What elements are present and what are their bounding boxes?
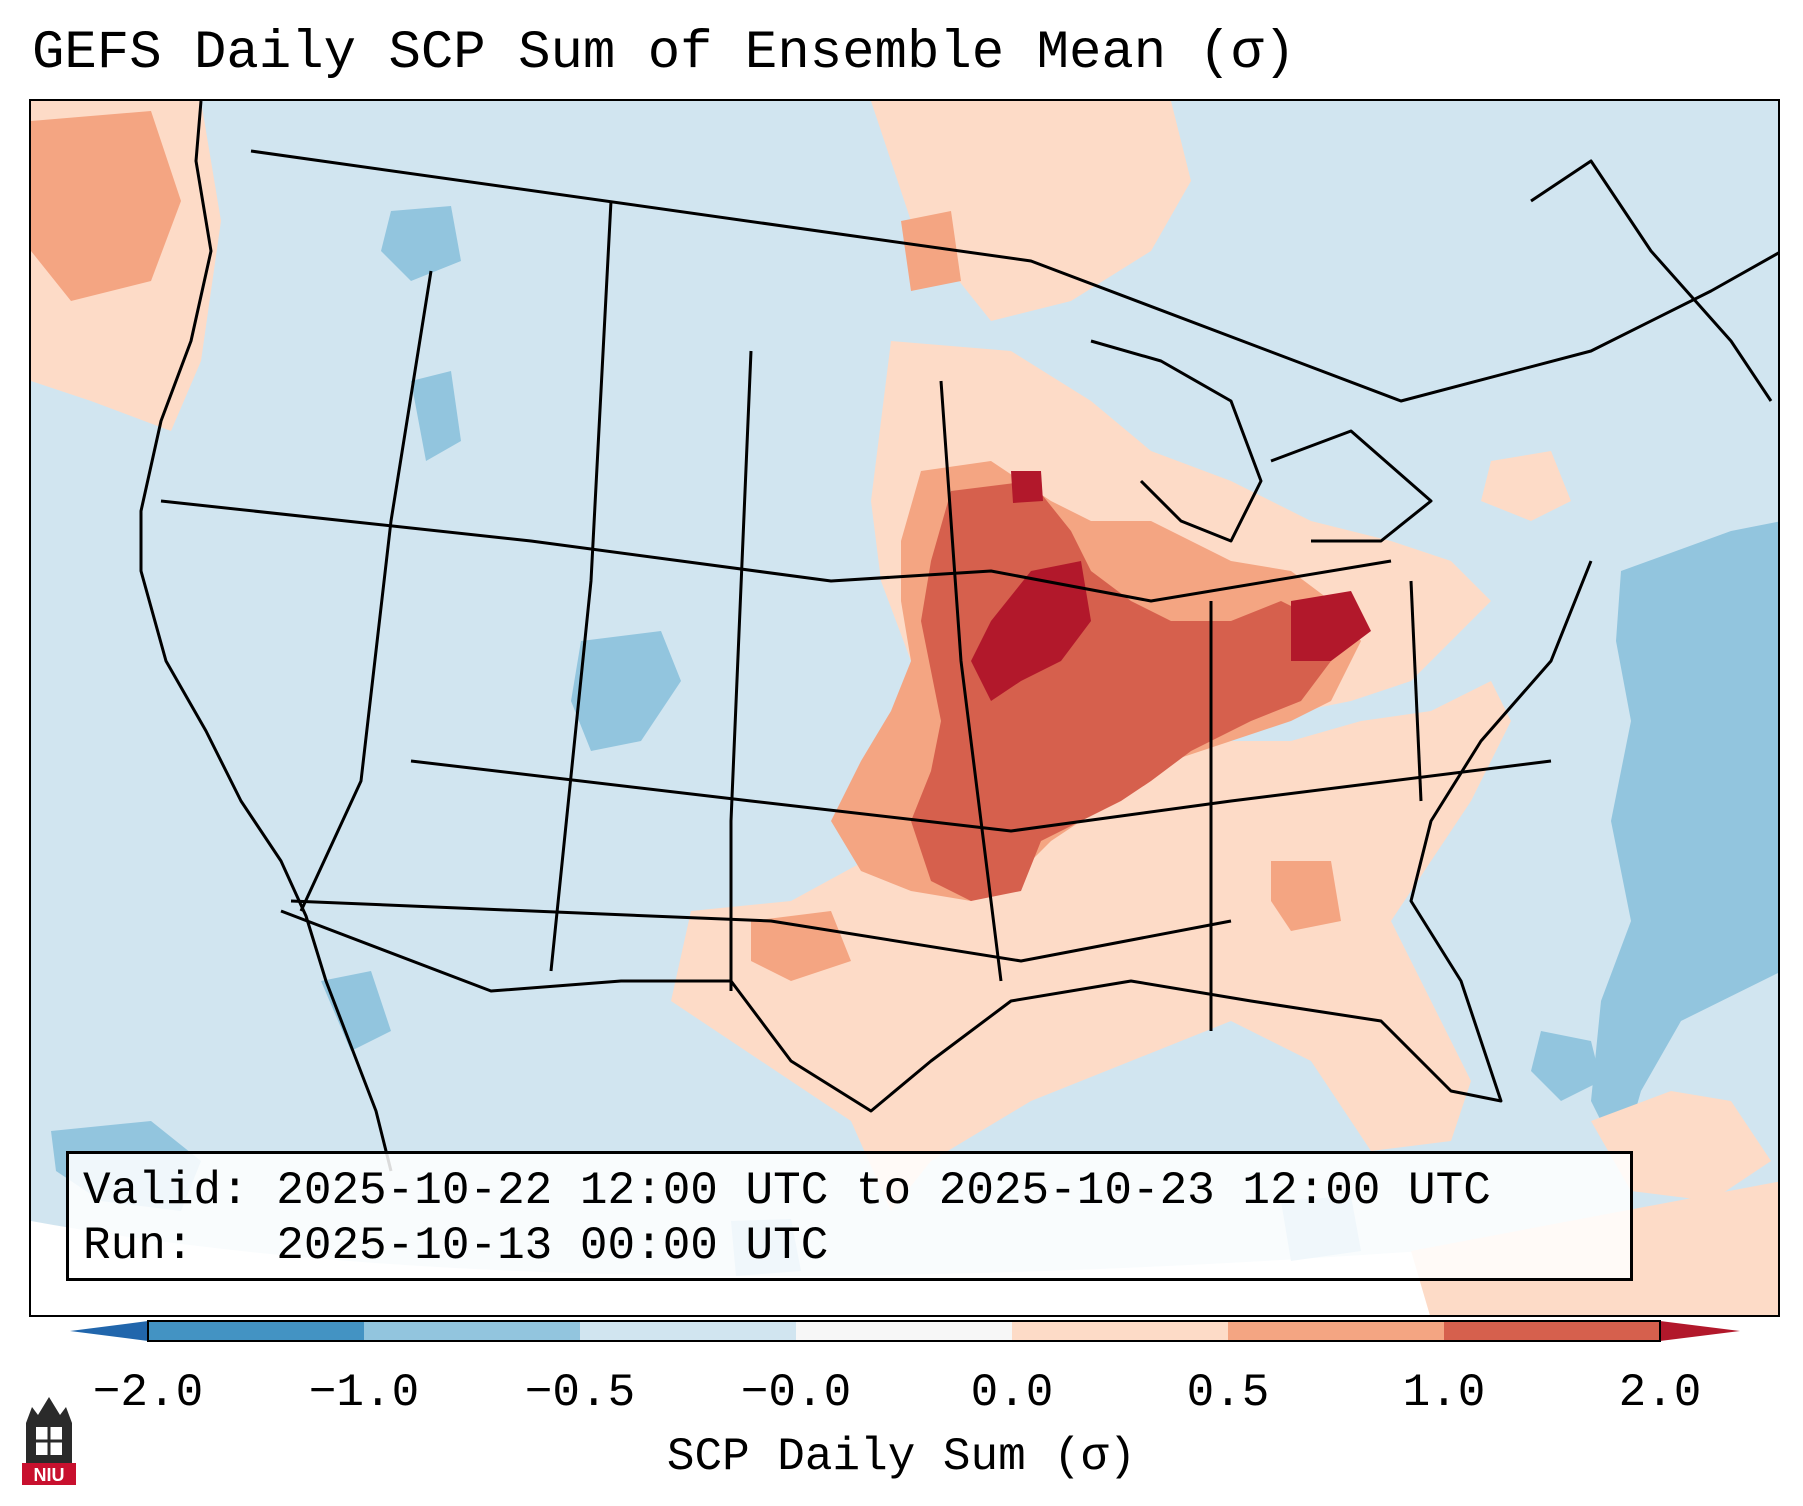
colorbar-tick-label: 0.0 (970, 1367, 1054, 1419)
northeast-coast (1530, 159, 1773, 402)
colorbar-tick-label: −1.0 (308, 1367, 420, 1419)
colorbar-bin (1012, 1321, 1228, 1341)
central-state-line (410, 759, 1552, 833)
lake-erie (1270, 429, 1433, 543)
projection-edge (31, 1221, 1778, 1315)
colorbar-tick-label: −2.0 (92, 1367, 204, 1419)
colorbar-outline (147, 1320, 1661, 1342)
colorbar-bin (1228, 1321, 1444, 1341)
colorbar-over-arrow (1660, 1321, 1740, 1341)
extreme-positive-areas (971, 471, 1371, 701)
southern-state-line (290, 899, 1232, 963)
colorbar (70, 1320, 1740, 1342)
negative-anomaly-areas (51, 206, 1778, 1276)
mississippi-line (939, 380, 1003, 982)
plains-line (729, 350, 753, 991)
colorbar-under-arrow (70, 1321, 148, 1341)
mountain-line (549, 200, 613, 972)
boundaries (139, 101, 1778, 1172)
great-lakes (1090, 339, 1263, 543)
map-svg (31, 101, 1778, 1315)
logo-badge (22, 1463, 76, 1485)
colorbar-bins (148, 1321, 1660, 1341)
colorbar-tick-label: 0.5 (1186, 1367, 1270, 1419)
high-positive-areas (911, 481, 1331, 901)
run-time-text: Run: 2025-10-13 00:00 UTC (83, 1220, 829, 1272)
west-coast (139, 101, 393, 1172)
colorbar-bin (148, 1321, 364, 1341)
appalachian-line (1409, 580, 1423, 802)
colorbar-tick-label: 1.0 (1402, 1367, 1486, 1419)
colorbar-tick-label: −0.0 (740, 1367, 852, 1419)
map-panel (29, 99, 1780, 1317)
validity-info-box: Valid: 2025-10-22 12:00 UTC to 2025-10-2… (66, 1151, 1633, 1281)
colorbar-tick-label: −0.5 (524, 1367, 636, 1419)
canada-border (250, 149, 1778, 403)
chart-title: GEFS Daily SCP Sum of Ensemble Mean (σ) (32, 23, 1296, 84)
logo-text: NIU (34, 1465, 65, 1485)
western-interior-line (299, 270, 433, 912)
niu-logo: NIU (22, 1397, 76, 1485)
colorbar-bin (580, 1321, 796, 1341)
colorbar-label: SCP Daily Sum (σ) (666, 1431, 1137, 1483)
colorbar-bin (796, 1321, 1012, 1341)
logo-window-cross (36, 1427, 62, 1455)
colorbar-tick-label: 2.0 (1618, 1367, 1702, 1419)
valid-time-text: Valid: 2025-10-22 12:00 UTC to 2025-10-2… (83, 1165, 1491, 1217)
northern-state-line (160, 499, 1392, 603)
colorbar-bin (1444, 1321, 1660, 1341)
colorbar-bin (364, 1321, 580, 1341)
